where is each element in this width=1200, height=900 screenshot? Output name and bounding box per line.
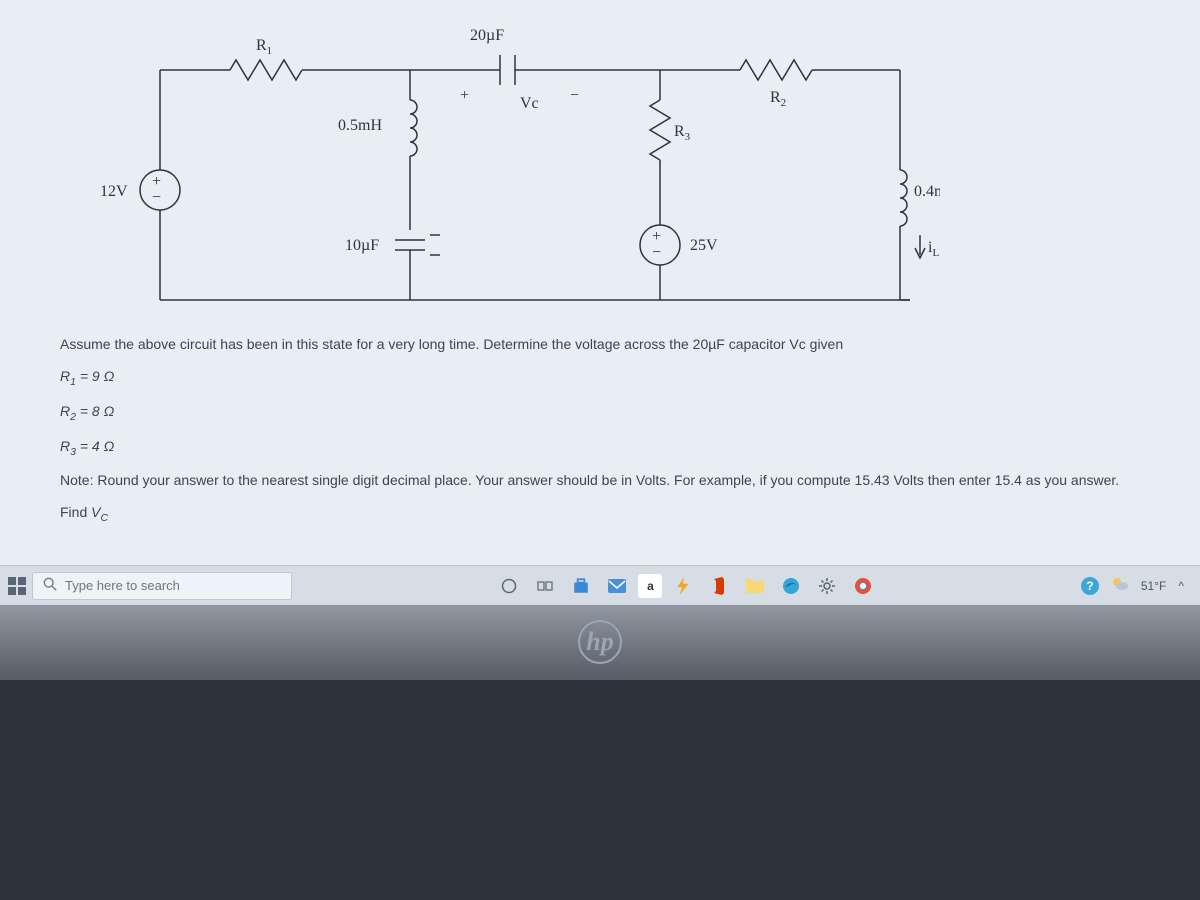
search-placeholder: Type here to search bbox=[65, 578, 180, 593]
lightning-icon[interactable] bbox=[668, 571, 698, 601]
taskbar: Type here to search a ? 51°F ^ bbox=[0, 565, 1200, 605]
svg-text:−: − bbox=[152, 189, 161, 206]
source-12v-label: 12V bbox=[100, 183, 128, 200]
svg-text:+: + bbox=[652, 228, 661, 245]
task-view-icon[interactable] bbox=[530, 571, 560, 601]
system-tray[interactable]: ? 51°F ^ bbox=[1081, 576, 1192, 595]
office-icon[interactable] bbox=[704, 571, 734, 601]
svg-text:+: + bbox=[152, 173, 161, 190]
note-line: Note: Round your answer to the nearest s… bbox=[60, 466, 1150, 494]
r1-label: R1 bbox=[256, 37, 272, 57]
vc-label: Vc bbox=[520, 95, 539, 112]
l1-label: 0.5mH bbox=[338, 117, 382, 134]
source-25v-label: 25V bbox=[690, 237, 718, 254]
taskbar-search[interactable]: Type here to search bbox=[32, 572, 292, 600]
given-r2: R2 = 8 Ω bbox=[60, 397, 1150, 428]
chrome-icon[interactable] bbox=[848, 571, 878, 601]
help-icon[interactable]: ? bbox=[1081, 577, 1099, 595]
svg-text:−: − bbox=[652, 244, 661, 261]
settings-icon[interactable] bbox=[812, 571, 842, 601]
weather-text: 51°F bbox=[1141, 579, 1166, 593]
given-r3: R3 = 4 Ω bbox=[60, 432, 1150, 463]
hp-logo: hp bbox=[578, 620, 622, 664]
file-explorer-icon[interactable] bbox=[740, 571, 770, 601]
r3-label: R3 bbox=[674, 123, 691, 143]
l2-label: 0.4mH bbox=[914, 183, 940, 200]
mail-icon[interactable] bbox=[602, 571, 632, 601]
search-icon bbox=[43, 577, 57, 594]
problem-page: + − 12V R1 0.5mH 10µF 20µF + Vc − R3 + −… bbox=[0, 0, 1200, 573]
c-20uf-label: 20µF bbox=[470, 27, 504, 44]
problem-text: Assume the above circuit has been in thi… bbox=[60, 330, 1160, 553]
il-label: iL bbox=[928, 239, 939, 259]
store-icon[interactable] bbox=[566, 571, 596, 601]
laptop-body bbox=[0, 680, 1200, 900]
intro-line: Assume the above circuit has been in thi… bbox=[60, 330, 1150, 358]
vc-plus: + bbox=[460, 87, 469, 104]
weather-icon[interactable] bbox=[1111, 576, 1129, 595]
r2-label: R2 bbox=[770, 89, 786, 109]
edge-icon[interactable] bbox=[776, 571, 806, 601]
c-10uf-label: 10µF bbox=[345, 237, 379, 254]
start-button[interactable] bbox=[8, 577, 26, 595]
amazon-icon[interactable]: a bbox=[638, 574, 662, 598]
circuit-diagram: + − 12V R1 0.5mH 10µF 20µF + Vc − R3 + −… bbox=[60, 10, 940, 310]
given-r1: R1 = 9 Ω bbox=[60, 362, 1150, 393]
cortana-icon[interactable] bbox=[494, 571, 524, 601]
vc-minus: − bbox=[570, 87, 579, 104]
find-line: Find VC bbox=[60, 498, 1150, 529]
tray-chevron[interactable]: ^ bbox=[1178, 579, 1184, 593]
